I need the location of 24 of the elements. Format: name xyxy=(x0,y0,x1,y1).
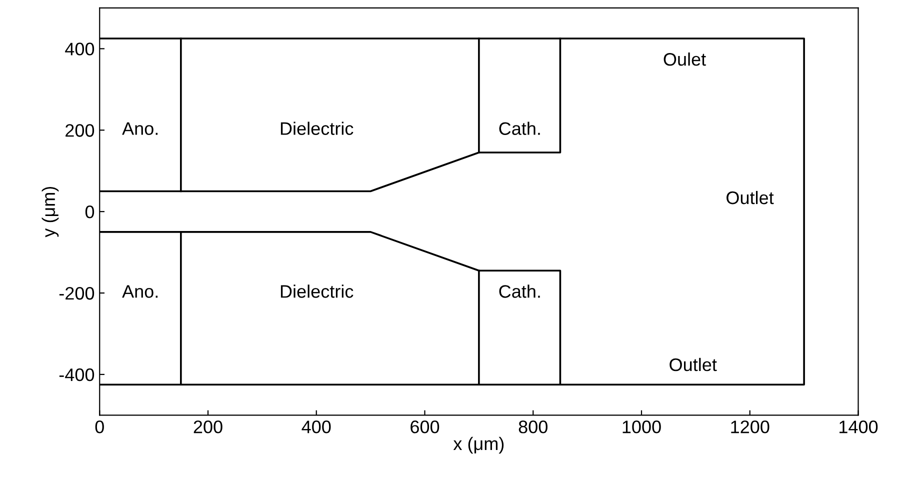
annotation: Cath. xyxy=(499,122,540,135)
y-tick-label: 0 xyxy=(85,206,94,218)
y-tick-label: -200 xyxy=(59,286,94,300)
x-tick-label: 1000 xyxy=(622,420,661,434)
annotation: Ano. xyxy=(122,285,158,298)
x-tick-label: 600 xyxy=(410,420,440,434)
y-tick-label: 200 xyxy=(66,124,94,137)
x-tick-label: 200 xyxy=(194,420,222,434)
annotation: Oulet xyxy=(664,52,706,66)
x-tick-label: 800 xyxy=(518,420,548,434)
annotation: Outlet xyxy=(726,190,774,204)
x-tick-label: 1200 xyxy=(731,420,770,434)
x-axis-title: x (μm) xyxy=(453,436,504,454)
y-tick-label: -400 xyxy=(59,368,94,382)
y-axis-title: y (μm) xyxy=(42,186,59,238)
y-tick-label: 400 xyxy=(65,42,94,56)
x-tick-label: 400 xyxy=(302,420,331,434)
x-tick-label: 1400 xyxy=(840,420,878,434)
annotation: Outlet xyxy=(670,358,717,372)
annotation: Dielectric xyxy=(280,284,354,298)
annotation: Cath. xyxy=(499,284,540,298)
annotation: Dielectric xyxy=(280,122,354,135)
x-tick-label: 0 xyxy=(95,420,104,434)
annotation: Ano. xyxy=(122,122,158,135)
